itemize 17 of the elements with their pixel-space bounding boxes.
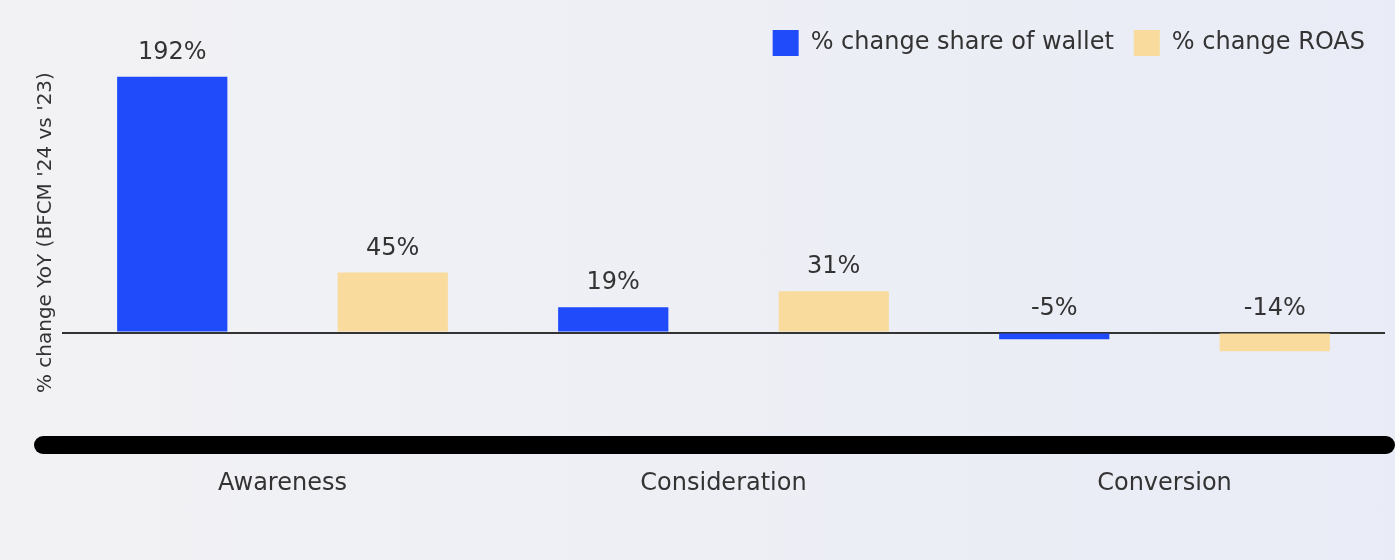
legend-label: % change share of wallet bbox=[810, 27, 1114, 56]
legend-label: % change ROAS bbox=[1171, 27, 1365, 56]
x-tick-label: Conversion bbox=[1097, 467, 1232, 496]
data-label: 192% bbox=[137, 36, 207, 65]
bar bbox=[778, 291, 889, 332]
x-tick-label: Awareness bbox=[218, 467, 347, 496]
data-label: 19% bbox=[586, 267, 640, 296]
y-axis-title: % change YoY (BFCM '24 vs '23) bbox=[32, 72, 57, 394]
data-label: -5% bbox=[1030, 292, 1078, 321]
bar bbox=[117, 76, 228, 332]
data-label: -14% bbox=[1243, 292, 1306, 321]
bar bbox=[558, 307, 669, 332]
data-label: 31% bbox=[807, 251, 861, 280]
bar bbox=[337, 272, 448, 332]
x-tick-label: Consideration bbox=[640, 467, 807, 496]
data-label: 45% bbox=[366, 232, 420, 261]
bar bbox=[1219, 333, 1330, 352]
